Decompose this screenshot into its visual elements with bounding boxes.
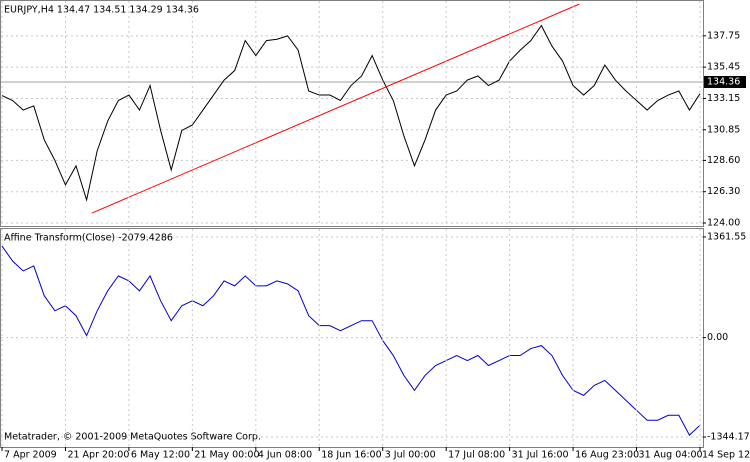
y-tick-label: 133.15 [707,93,740,104]
x-tick-label: 7 Apr 2009 [4,450,57,461]
copyright: Metatrader, © 2001-2009 MetaQuotes Softw… [4,432,261,443]
price-line [1,245,701,436]
price-line [1,24,701,202]
x-tick-label: 6 May 12:00 [131,450,190,461]
x-tick-label: 21 Apr 20:00 [67,450,129,461]
y-tick-label: -1344.17 [707,432,750,443]
trendline [91,3,580,214]
panel-title: EURJPY,H4 134.47 134.51 134.29 134.36 [4,5,199,16]
y-tick-label: 124.00 [707,218,740,229]
y-tick-label: 0.00 [707,332,728,343]
y-tick-label: 130.85 [707,124,740,135]
main-panel [0,0,704,227]
x-tick-label: 18 Jun 16:00 [321,450,381,461]
x-tick-label: 14 Sep 12:00 [702,450,750,461]
panel-title: Affine Transform(Close) -2079.4286 [4,233,173,244]
x-tick-label: 21 May 00:00 [194,450,259,461]
x-tick-label: 16 Aug 23:00 [575,450,639,461]
y-tick-label: 128.60 [707,155,740,166]
x-tick-label: 4 Jun 08:00 [258,450,312,461]
y-tick-label: 126.30 [707,186,740,197]
y-tick-label: 137.75 [707,30,740,41]
y-tick-label: 1361.55 [707,231,746,242]
x-tick-label: 3 Jul 00:00 [385,450,436,461]
x-tick-label: 31 Aug 04:00 [639,450,703,461]
x-tick-label: 17 Jul 08:00 [448,450,505,461]
x-tick-label: 31 Jul 16:00 [512,450,569,461]
current-price-box [704,75,746,88]
current-price-label: 134.36 [707,76,740,87]
y-tick-label: 135.45 [707,62,740,73]
